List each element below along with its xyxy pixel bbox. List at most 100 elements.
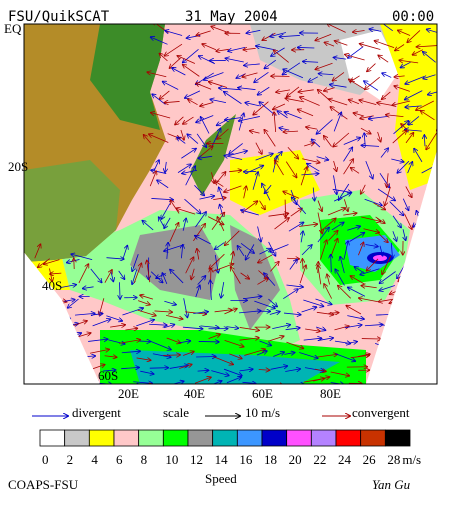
colorbar-swatch [163,430,188,446]
wind-vector [438,127,440,142]
map-field [24,19,450,389]
wind-vector [199,341,219,342]
colorbar-swatch [188,430,213,446]
lat-label: 20S [8,159,28,174]
wind-vector [420,241,422,254]
convergent-label: convergent [352,405,410,420]
divergent-label: divergent [72,405,121,420]
lat-label: 60S [98,368,118,383]
wind-vector [74,371,89,374]
wind-vector [273,384,284,385]
wind-vector [432,186,440,202]
wind-vector [440,300,450,305]
colorbar-swatch [385,430,410,446]
wind-vector [417,256,425,275]
colorbar-tick-label: 26 [363,452,377,467]
wind-vector [419,242,435,246]
time-title: 00:00 [392,9,434,25]
wind-vector [63,382,83,384]
wind-vector [50,335,65,340]
colorbar-swatch [336,430,361,446]
wind-vector [28,349,48,353]
date-title: 31 May 2004 [185,9,278,25]
wind-vector [363,386,374,388]
wind-vector [44,365,59,367]
wind-vector [437,329,450,334]
colorbar-swatch [361,430,386,446]
colorbar-tick-label: 2 [67,452,74,467]
wind-vector [430,258,441,261]
colorbar-tick-label: 16 [239,452,253,467]
lon-label: 80E [320,386,341,401]
colorbar-tick-label: 8 [141,452,148,467]
lon-label: 60E [252,386,273,401]
wind-vector [406,306,418,310]
colorbar-tick-label: 18 [264,452,277,467]
wind-vector [61,315,71,318]
wind-vector [432,219,435,232]
wind-vector [61,363,78,367]
wind-vector [49,314,66,319]
wind-vector [438,188,450,198]
colorbar-tick-label: 28 [387,452,400,467]
colorbar-tick-label: 12 [190,452,203,467]
colorbar-tick-label: 10 [165,452,178,467]
wind-vector [423,352,443,358]
wind-vector [434,380,444,384]
wind-vector [405,354,422,358]
wind-vector [32,368,44,369]
colorbar-swatch [262,430,287,446]
colorbar-tick-label: 14 [215,452,229,467]
wind-vector [436,310,448,311]
speed-patch [373,255,387,261]
wind-vector [77,381,98,386]
wind-vector [439,366,449,369]
wind-vector [377,363,390,366]
wind-vector [426,338,443,342]
colorbar-swatch [287,430,312,446]
colorbar-tick-label: 22 [313,452,326,467]
wind-vector [426,330,436,332]
wind-vector [31,373,51,380]
source-title: FSU/QuikSCAT [8,9,110,25]
colorbar-swatch [213,430,238,446]
colorbar-swatch [40,430,65,446]
colorbar-swatch [237,430,262,446]
lat-label: 40S [42,278,62,293]
wind-vector [425,274,438,285]
wind-vector [406,330,422,334]
wind-vector [31,337,50,343]
colorbar-tick-label: 6 [116,452,123,467]
wind-vector [25,283,34,292]
colorbar-swatch [139,430,164,446]
wind-vector [66,354,81,357]
wind-vector [375,385,386,386]
colorbar-swatch [114,430,139,446]
colorbar-tick-label: 0 [42,452,49,467]
wind-vector [408,285,418,293]
wind-vector [438,270,448,284]
scale-value: 10 m/s [245,405,280,420]
colorbar-tick-label: 20 [289,452,302,467]
wind-vector [439,356,450,359]
wind-vector [425,381,437,383]
wind-vector [30,328,40,331]
wind-vector [388,366,398,370]
lon-label: 40E [184,386,205,401]
lon-label: 20E [118,386,139,401]
wind-vector [29,311,48,314]
wind-vector [50,377,60,381]
wind-vector [405,273,419,289]
wind-vector [441,339,450,342]
wind-vector [379,351,400,354]
wind-vector [44,353,55,356]
wind-vector [408,339,420,341]
wind-vector [389,340,408,341]
colorbar-title: Speed [205,471,237,486]
wind-vector [425,367,440,371]
colorbar-swatch [65,430,90,446]
wind-vector [48,325,61,329]
wind-vector [62,333,81,341]
